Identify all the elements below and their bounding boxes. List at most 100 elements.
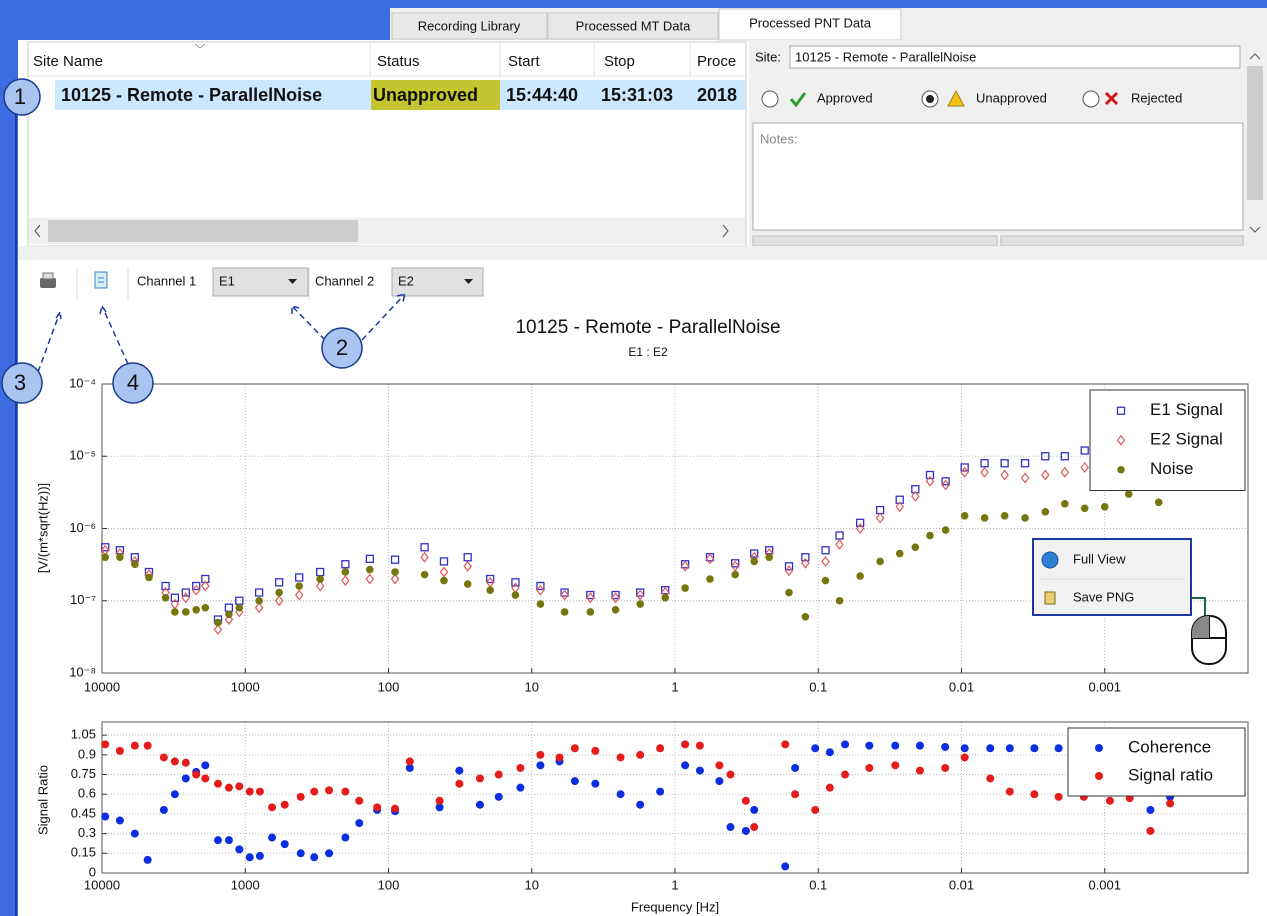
- combo-arrow[interactable]: [464, 279, 473, 284]
- site-value[interactable]: 10125 - Remote - ParallelNoise: [795, 49, 976, 64]
- data-point: [201, 574, 210, 584]
- data-point: [591, 779, 600, 788]
- button[interactable]: [752, 235, 998, 247]
- data-point: [274, 595, 284, 607]
- data-point: [255, 851, 264, 860]
- callout-number: 4: [127, 370, 139, 395]
- data-point: [661, 593, 670, 602]
- tab[interactable]: [391, 12, 548, 40]
- column-header[interactable]: Proce: [697, 53, 736, 70]
- data-point: [341, 787, 350, 796]
- callout-number: 3: [14, 370, 26, 395]
- data-point: [636, 588, 645, 597]
- x-tick-label: 1: [671, 877, 678, 892]
- cell: 10125 - Remote - ParallelNoise: [61, 85, 322, 105]
- data-point: [750, 549, 759, 558]
- scroll-thumb[interactable]: [48, 220, 358, 242]
- plot-frame: [101, 383, 1249, 674]
- data-point: [915, 741, 924, 750]
- combo-value[interactable]: E1: [219, 273, 235, 288]
- notes-box[interactable]: [752, 122, 1244, 231]
- radio-label[interactable]: Rejected: [1131, 90, 1182, 105]
- data-point: [865, 763, 874, 772]
- data-point: [536, 761, 545, 770]
- title-strip: [18, 8, 390, 40]
- rejected-icon: [1104, 91, 1119, 106]
- site-input[interactable]: [789, 45, 1241, 69]
- data-point: [1100, 502, 1109, 511]
- data-point: [171, 608, 179, 616]
- data-point: [463, 580, 472, 588]
- data-point: [310, 853, 319, 862]
- data-point: [636, 800, 645, 809]
- data-point: [390, 555, 400, 564]
- data-point: [681, 740, 690, 749]
- column-header[interactable]: Status: [377, 53, 420, 70]
- data-point: [296, 849, 305, 858]
- data-point: [1054, 744, 1063, 753]
- data-point: [821, 576, 830, 585]
- data-point: [255, 596, 263, 605]
- tab-selected[interactable]: [718, 8, 902, 41]
- tab-label[interactable]: Recording Library: [418, 18, 521, 33]
- data-point: [511, 578, 520, 587]
- tab-label[interactable]: Processed MT Data: [576, 18, 691, 33]
- radio-label[interactable]: Unapproved: [976, 90, 1047, 105]
- data-point: [511, 591, 520, 599]
- data-point: [235, 845, 244, 854]
- data-point: [1105, 796, 1114, 805]
- chart-title: 10125 - Remote - ParallelNoise: [515, 317, 780, 338]
- data-point: [926, 531, 934, 540]
- combo-value[interactable]: E2: [398, 273, 414, 288]
- radio[interactable]: [761, 90, 779, 108]
- data-point: [570, 744, 579, 753]
- data-point: [391, 568, 399, 576]
- data-point: [1146, 826, 1155, 835]
- data-point: [895, 501, 904, 513]
- radio-label[interactable]: Approved: [817, 90, 873, 105]
- data-point: [115, 816, 124, 825]
- tab[interactable]: [547, 12, 719, 40]
- button[interactable]: [1000, 235, 1244, 247]
- data-point: [325, 786, 334, 795]
- data-point: [784, 565, 794, 577]
- menu-item[interactable]: Full View: [1073, 551, 1126, 566]
- tab-label[interactable]: Processed PNT Data: [749, 15, 872, 30]
- data-point: [143, 855, 152, 864]
- data-point: [821, 555, 830, 567]
- scroll-thumb[interactable]: [1247, 66, 1263, 200]
- print-button[interactable]: [40, 272, 56, 288]
- data-point: [295, 573, 304, 582]
- data-point: [536, 581, 545, 591]
- data-point: [611, 605, 620, 614]
- scroll-arrows[interactable]: [34, 224, 729, 238]
- data-point: [635, 589, 645, 601]
- data-point: [245, 787, 254, 796]
- data-point: [296, 792, 305, 801]
- data-point: [170, 757, 179, 766]
- data-point: [560, 588, 569, 597]
- radio[interactable]: [1082, 90, 1100, 108]
- menu-item[interactable]: Save PNG: [1073, 589, 1134, 604]
- data-point: [781, 740, 790, 749]
- data-point: [159, 753, 168, 762]
- combo-arrow[interactable]: [288, 279, 297, 284]
- data-point: [875, 512, 885, 524]
- column-header[interactable]: Start: [508, 53, 541, 70]
- data-point: [941, 742, 950, 751]
- export-button[interactable]: [94, 271, 108, 289]
- callout: 3: [1, 362, 43, 404]
- scroll-arrows[interactable]: [1249, 53, 1261, 233]
- data-point: [439, 557, 449, 566]
- data-point: [741, 796, 750, 805]
- column-header[interactable]: Site Name: [33, 53, 103, 70]
- data-point: [765, 553, 773, 562]
- data-point: [1041, 452, 1050, 461]
- data-point: [811, 805, 820, 814]
- data-point: [1080, 504, 1089, 513]
- data-point: [170, 593, 180, 602]
- x-tick-label: 1000: [231, 679, 260, 694]
- column-header[interactable]: Stop: [604, 53, 635, 70]
- y-tick-label: 10⁻⁶: [69, 520, 96, 535]
- data-point: [181, 588, 190, 597]
